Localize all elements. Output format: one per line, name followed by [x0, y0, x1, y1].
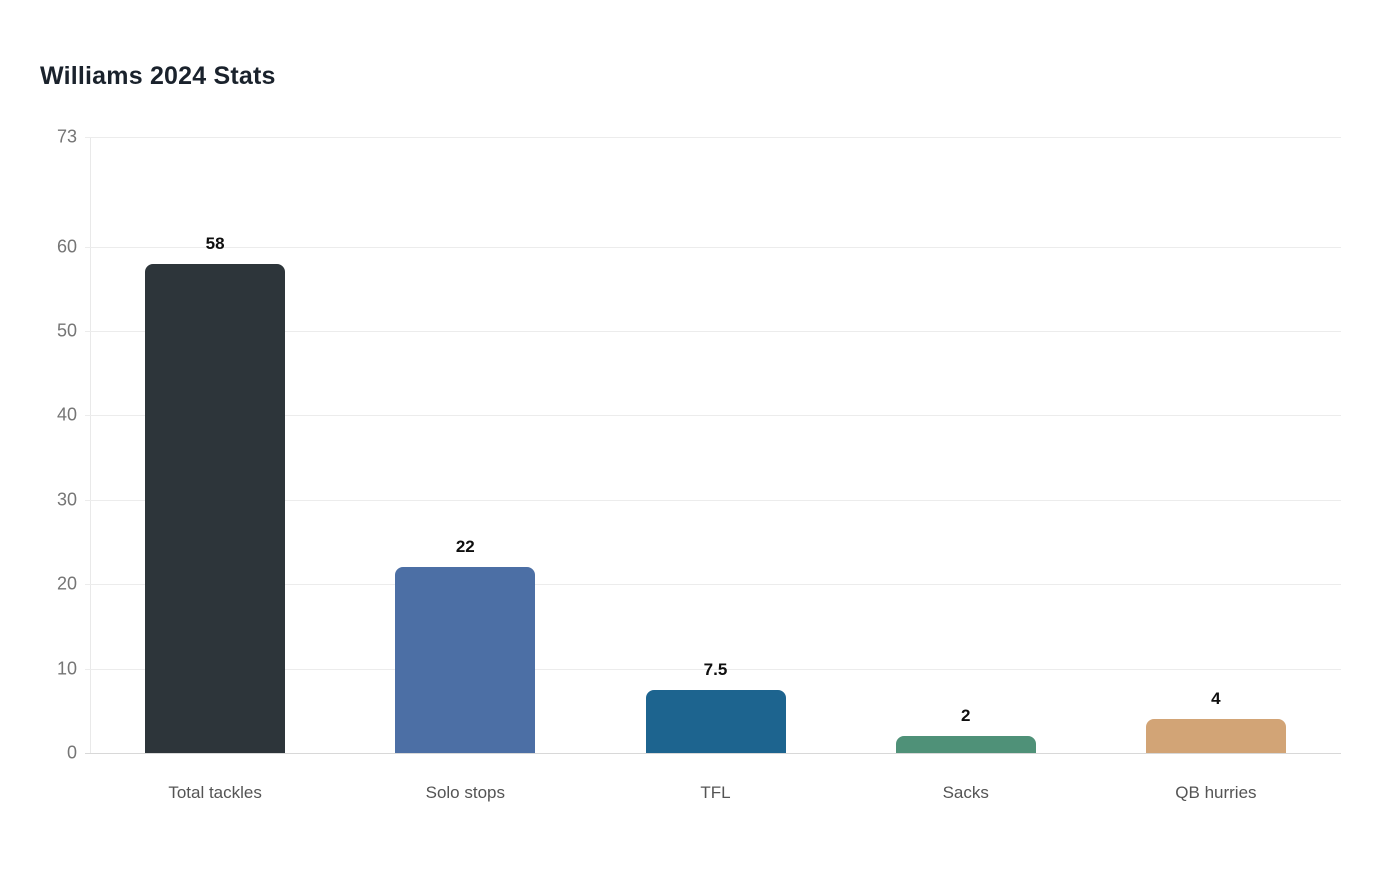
gridline — [85, 137, 1341, 138]
x-category-label: Total tackles — [168, 783, 262, 802]
x-category-label: QB hurries — [1175, 783, 1257, 802]
y-tick-label: 73 — [56, 126, 77, 147]
y-tick-label: 30 — [56, 489, 77, 510]
x-category-label: Solo stops — [425, 783, 505, 802]
y-axis-line — [90, 137, 91, 753]
bar-value-label: 4 — [1211, 689, 1221, 709]
y-tick-label: 10 — [56, 658, 77, 679]
y-tick-label: 60 — [56, 236, 77, 257]
bar-slot: 58 — [90, 137, 340, 753]
y-tick-label: 40 — [56, 404, 77, 425]
bar-value-label: 22 — [455, 537, 475, 557]
bar-slot: 2 — [841, 137, 1091, 753]
bar-value-label: 58 — [205, 233, 225, 253]
bar-slot: 7.5 — [590, 137, 840, 753]
gridline — [85, 668, 1341, 670]
bar-slot: 22 — [340, 137, 590, 753]
bar-tfl — [645, 689, 786, 753]
gridline — [85, 584, 1341, 586]
gridline — [85, 246, 1341, 248]
x-axis-labels: Total tackles Solo stops TFL Sacks QB hurrie… — [90, 783, 1341, 803]
bar-value-label: 7.5 — [703, 659, 728, 679]
gridline — [85, 331, 1341, 333]
bar-sacks — [895, 736, 1036, 753]
y-tick-label: 0 — [66, 742, 77, 763]
x-category-label: Sacks — [942, 783, 989, 802]
bar-value-label: 2 — [960, 706, 971, 726]
bar-solo-stops — [395, 567, 536, 753]
bars-layer: 58 22 7.5 2 4 — [90, 137, 1341, 753]
plot-area: 0 10 20 30 40 50 60 73 58 22 7.5 2 4 Total tackles S… — [57, 127, 1341, 802]
y-tick-label: 20 — [56, 573, 77, 594]
bar-total-tackles — [145, 263, 286, 753]
gridline — [85, 499, 1341, 501]
y-tick-label: 50 — [56, 320, 77, 341]
gridline — [85, 415, 1341, 417]
bar-qb-hurries — [1145, 719, 1286, 753]
x-category-label: TFL — [700, 783, 731, 802]
gridline — [85, 753, 1341, 754]
bar-slot: 4 — [1091, 137, 1341, 753]
chart-title: Williams 2024 Stats — [40, 62, 276, 90]
